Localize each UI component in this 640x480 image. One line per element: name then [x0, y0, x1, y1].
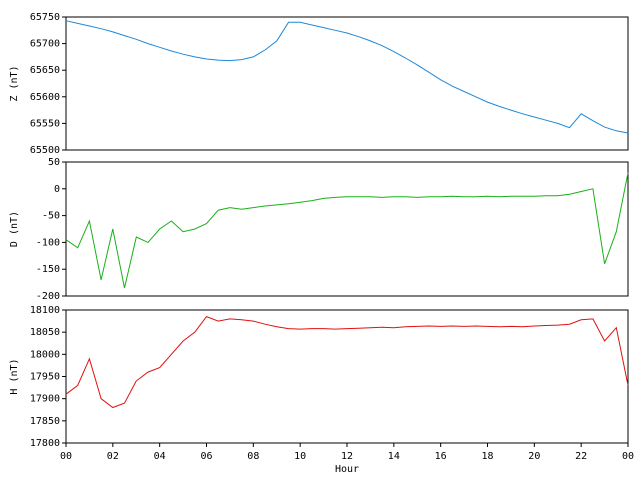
- x-tick-label: 14: [388, 451, 400, 462]
- data-line: [65, 20, 629, 134]
- y-tick-label: 65500: [30, 145, 60, 156]
- x-tick-label: 02: [107, 451, 119, 462]
- y-axis-label: D (nT): [9, 211, 20, 247]
- y-tick-label: 65550: [30, 118, 60, 129]
- y-tick-label: 0: [54, 184, 60, 195]
- y-tick-label: 65600: [30, 92, 60, 103]
- y-tick-label: 65750: [30, 12, 60, 23]
- x-tick-label: 22: [575, 451, 587, 462]
- y-tick-label: -200: [36, 291, 60, 302]
- y-tick-label: 18100: [30, 305, 60, 316]
- x-tick-label: 04: [154, 451, 166, 462]
- y-tick-label: -150: [36, 264, 60, 275]
- x-tick-label: 20: [528, 451, 540, 462]
- x-tick-label: 10: [294, 451, 306, 462]
- x-tick-label: 00: [622, 451, 634, 462]
- y-axis-label: Z (nT): [9, 65, 20, 101]
- data-line: [65, 315, 629, 409]
- y-tick-label: 17850: [30, 416, 60, 427]
- y-tick-label: 65700: [30, 39, 60, 50]
- y-tick-label: 17800: [30, 438, 60, 449]
- y-tick-label: -100: [36, 237, 60, 248]
- x-tick-label: 16: [435, 451, 447, 462]
- y-tick-label: 18000: [30, 349, 60, 360]
- x-tick-label: 06: [200, 451, 212, 462]
- x-tick-label: 12: [341, 451, 353, 462]
- x-tick-label: 00: [60, 451, 72, 462]
- x-tick-label: 08: [247, 451, 259, 462]
- x-axis-label: Hour: [335, 464, 359, 475]
- y-axis-label: H (nT): [9, 358, 20, 394]
- plot-frame: [65, 16, 629, 151]
- y-tick-label: 17950: [30, 372, 60, 383]
- plot-frame: [65, 309, 629, 444]
- x-tick-label: 18: [481, 451, 493, 462]
- plot-frame: [65, 161, 629, 297]
- y-tick-label: 50: [48, 157, 60, 168]
- y-tick-label: -50: [42, 211, 60, 222]
- y-tick-label: 65650: [30, 65, 60, 76]
- y-tick-label: 17900: [30, 394, 60, 405]
- y-tick-label: 18050: [30, 327, 60, 338]
- data-line: [65, 172, 629, 289]
